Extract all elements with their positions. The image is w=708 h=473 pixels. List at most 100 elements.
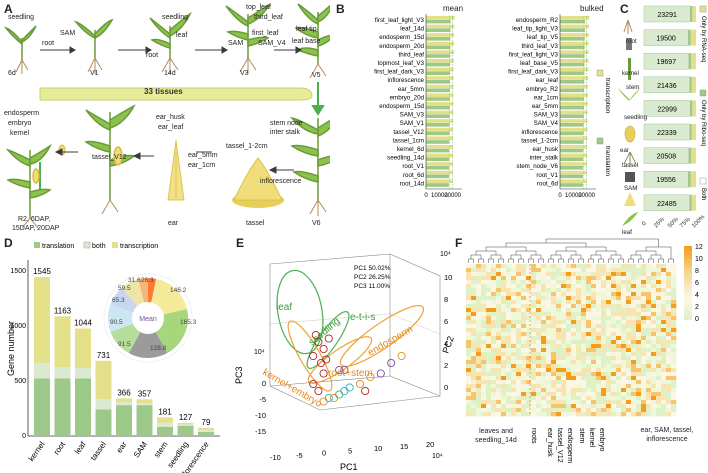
label-dap-2: 15DAP, 20DAP <box>12 225 60 232</box>
f-cell <box>561 364 567 369</box>
f-cell <box>486 328 492 333</box>
f-cell <box>571 340 577 345</box>
e-exp-y: 10⁴ <box>254 349 265 356</box>
f-cell <box>481 392 487 397</box>
f-cell <box>561 264 567 269</box>
f-cell <box>626 320 632 325</box>
f-cell <box>606 268 612 273</box>
f-cell <box>591 380 597 385</box>
f-cell <box>511 332 517 337</box>
f-cell <box>571 332 577 337</box>
f-cell <box>551 324 557 329</box>
f-cell <box>551 292 557 297</box>
f-cell <box>606 336 612 341</box>
b-mean-translation-bar-6 <box>426 71 451 75</box>
f-cell <box>481 328 487 333</box>
f-cell <box>551 384 557 389</box>
b-bulk-label-7: ear_leaf <box>536 77 559 84</box>
f-cell <box>521 280 527 285</box>
f-cell <box>601 384 607 389</box>
f-cell <box>606 364 612 369</box>
f-cell <box>606 316 612 321</box>
f-cell <box>641 380 647 385</box>
c-label-leaf: leaf <box>622 229 632 236</box>
label-embryo: embryo <box>8 120 32 127</box>
f-cell <box>526 268 532 273</box>
f-cell <box>531 380 537 385</box>
f-cell <box>536 328 542 333</box>
d-transcription-bar-0 <box>34 277 50 363</box>
f-cell <box>631 340 637 345</box>
f-cell <box>511 304 517 309</box>
f-cell <box>601 288 607 293</box>
f-cell <box>646 404 652 409</box>
f-cell <box>571 384 577 389</box>
f-cell <box>516 304 522 309</box>
b-mean-label-12: SAM_V1 <box>400 120 425 127</box>
f-cell <box>561 292 567 297</box>
f-cell <box>626 280 632 285</box>
f-cell <box>651 288 657 293</box>
f-cell <box>611 264 617 269</box>
f-cell <box>491 376 497 381</box>
f-cell <box>526 388 532 393</box>
f-cell <box>661 404 667 409</box>
c-rna-bar-1 <box>690 29 696 46</box>
f-cell <box>526 312 532 317</box>
f-cell <box>571 336 577 341</box>
e-ztick-3: 4 <box>444 339 448 348</box>
f-cell <box>521 368 527 373</box>
f-cell <box>501 372 507 377</box>
f-cell <box>546 280 552 285</box>
f-cell <box>646 392 652 397</box>
f-cell <box>506 348 512 353</box>
f-cell <box>481 400 487 405</box>
f-cell <box>506 284 512 289</box>
label-v3: V3 <box>240 70 249 77</box>
f-cell <box>506 340 512 345</box>
f-cell <box>521 376 527 381</box>
f-cell <box>666 372 672 377</box>
f-cell <box>466 328 472 333</box>
d-transcription-bar-4 <box>116 398 132 403</box>
f-cell <box>491 404 497 409</box>
f-cell <box>561 368 567 373</box>
f-cell <box>586 392 592 397</box>
d-total-6: 181 <box>158 407 172 416</box>
f-cell <box>526 272 532 277</box>
f-cell <box>586 324 592 329</box>
f-cell <box>526 308 532 313</box>
f-cell <box>671 296 677 301</box>
c-both-bar-5 <box>643 123 690 141</box>
f-cell <box>601 372 607 377</box>
b-bulk-transcription-bar-12 <box>560 119 588 123</box>
f-cell <box>576 380 582 385</box>
f-cell <box>476 264 482 269</box>
f-cell <box>661 352 667 357</box>
f-cell <box>511 396 517 401</box>
f-cell <box>536 264 542 269</box>
f-cell <box>671 268 677 273</box>
f-cell <box>636 376 642 381</box>
c-xtick-3: 75% <box>679 216 692 229</box>
f-cell <box>631 388 637 393</box>
f-cell <box>516 316 522 321</box>
c-ribo-bar-3 <box>689 76 692 93</box>
f-cell <box>561 388 567 393</box>
f-cell <box>516 276 522 281</box>
f-cell <box>551 392 557 397</box>
f-cell <box>526 284 532 289</box>
b-mean-translation-bar-2 <box>426 37 451 41</box>
f-cell <box>666 272 672 277</box>
f-cell <box>481 376 487 381</box>
f-cell <box>556 284 562 289</box>
f-cell <box>666 380 672 385</box>
f-cell <box>581 404 587 409</box>
f-cell <box>611 384 617 389</box>
f-cell <box>496 276 502 281</box>
f-cell <box>656 300 662 305</box>
d-category-4: ear <box>115 440 129 455</box>
f-cell <box>476 384 482 389</box>
f-cell <box>506 404 512 409</box>
f-cell <box>566 404 572 409</box>
